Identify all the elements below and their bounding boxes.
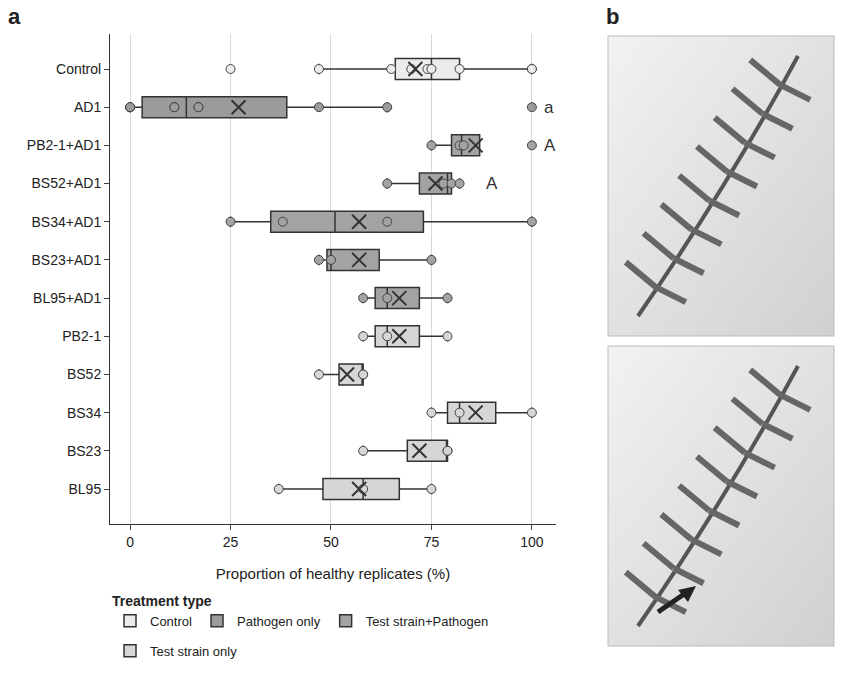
html-text:a: a [8, 4, 21, 29]
svg-text:PB2-1+AD1: PB2-1+AD1 [27, 137, 102, 153]
svg-text:A: A [486, 174, 498, 193]
svg-text:BS23+AD1: BS23+AD1 [32, 252, 102, 268]
svg-text:a: a [544, 98, 554, 117]
svg-text:Test strain+Pathogen: Test strain+Pathogen [366, 614, 489, 629]
svg-text:50: 50 [323, 534, 339, 550]
svg-text:25: 25 [223, 534, 239, 550]
svg-text:Proportion of healthy replicat: Proportion of healthy replicates (%) [216, 565, 450, 582]
svg-text:BL95+AD1: BL95+AD1 [33, 290, 101, 306]
svg-text:0: 0 [126, 534, 134, 550]
svg-text:Control: Control [56, 61, 101, 77]
svg-text:Treatment type: Treatment type [112, 593, 212, 609]
svg-text:BS34+AD1: BS34+AD1 [32, 214, 102, 230]
svg-text:Test strain only: Test strain only [150, 644, 237, 659]
svg-text:Pathogen only: Pathogen only [237, 614, 321, 629]
svg-text:b: b [606, 4, 619, 29]
svg-text:Control: Control [150, 614, 192, 629]
svg-text:BS52: BS52 [67, 366, 101, 382]
svg-text:AD1: AD1 [74, 99, 101, 115]
svg-text:BS23: BS23 [67, 443, 101, 459]
svg-text:75: 75 [424, 534, 440, 550]
svg-text:BL95: BL95 [68, 481, 101, 497]
svg-text:A: A [544, 136, 556, 155]
svg-text:100: 100 [520, 534, 544, 550]
svg-text:BS52+AD1: BS52+AD1 [32, 175, 102, 191]
svg-text:PB2-1: PB2-1 [62, 328, 101, 344]
svg-text:BS34: BS34 [67, 405, 101, 421]
